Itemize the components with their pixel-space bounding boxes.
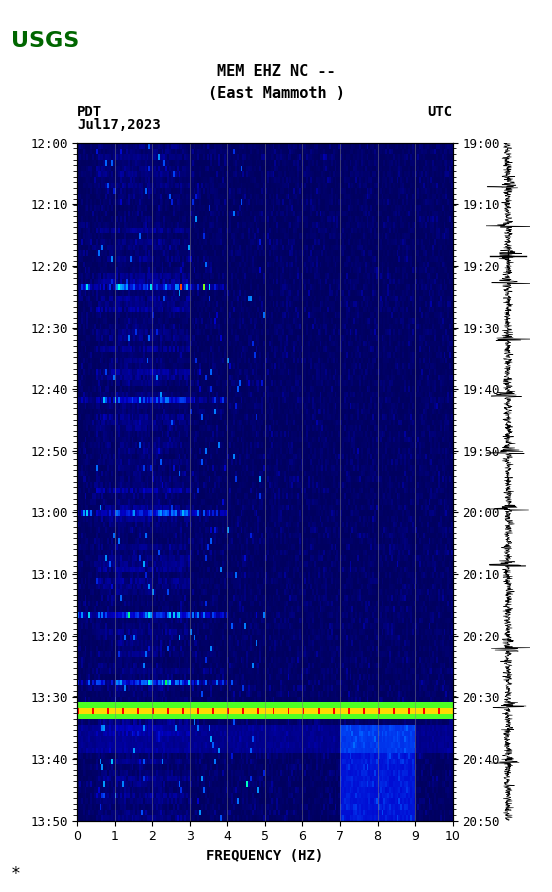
Text: *: * <box>11 864 21 882</box>
Text: UTC: UTC <box>427 104 453 119</box>
X-axis label: FREQUENCY (HZ): FREQUENCY (HZ) <box>206 849 323 863</box>
Text: USGS: USGS <box>11 31 79 51</box>
Text: MEM EHZ NC --: MEM EHZ NC -- <box>217 64 335 78</box>
Text: Jul17,2023: Jul17,2023 <box>77 118 161 132</box>
Text: PDT: PDT <box>77 104 103 119</box>
Text: (East Mammoth ): (East Mammoth ) <box>208 87 344 101</box>
